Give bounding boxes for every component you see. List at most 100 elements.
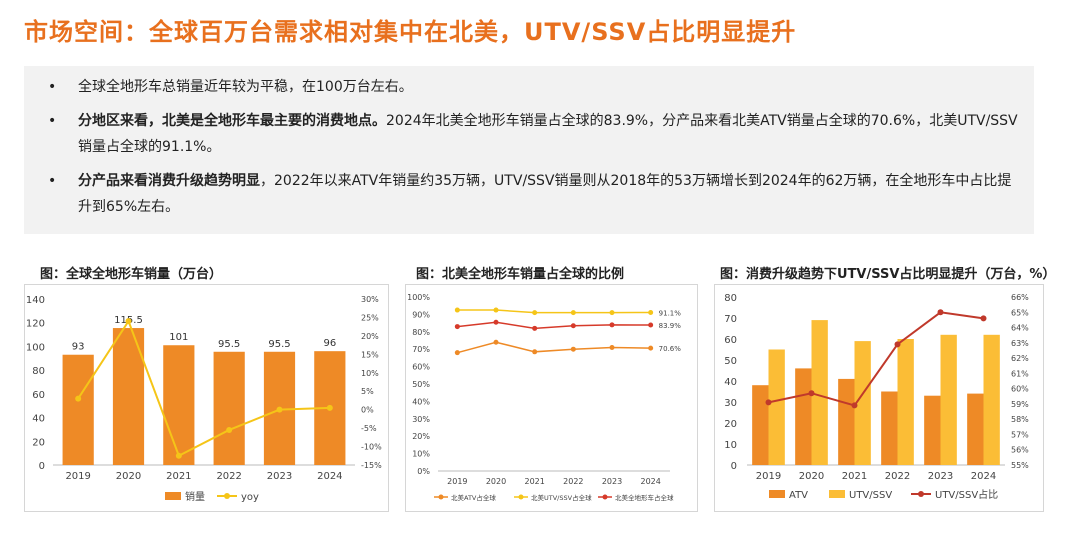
- y2-tick-label: 0%: [361, 406, 374, 415]
- point: [570, 346, 576, 352]
- y-tick-label: 50: [724, 356, 737, 367]
- x-tick-label: 2022: [563, 477, 583, 486]
- x-tick-label: 2023: [928, 471, 953, 482]
- bullet-dot: •: [48, 113, 57, 129]
- legend-swatch-bar: [165, 492, 181, 500]
- chart-3-title: 图：消费升级趋势下UTV/SSV占比明显提升（万台，%）: [720, 267, 1056, 282]
- end-label: 83.9%: [659, 322, 682, 330]
- x-tick-label: 2024: [640, 477, 660, 486]
- y-tick-label: 90%: [412, 310, 430, 319]
- series-line-yoy: [77, 318, 330, 458]
- chart-2-title: 图：北美全地形车销量占全球的比例: [416, 267, 625, 282]
- point: [532, 349, 538, 355]
- bar: [967, 393, 984, 465]
- chart-2-panel: 0% 10% 20% 30% 40% 50% 60% 70% 80% 90% 100% 70.6% 91…: [405, 284, 698, 512]
- x-tick-label: 2019: [756, 471, 781, 482]
- point: [609, 344, 615, 350]
- y2-tick-label: 25%: [361, 313, 379, 322]
- point: [226, 426, 233, 433]
- y2-tick-label: 59%: [1011, 400, 1029, 409]
- bullet-2: • 分地区来看，北美是全地形车最主要的消费地点。2024年北美全地形车销量占全球的…: [38, 108, 1020, 160]
- point: [765, 399, 772, 406]
- x-tick-label: 2020: [116, 471, 141, 482]
- y2-tick-label: 10%: [361, 369, 379, 378]
- legend-marker: [602, 494, 608, 500]
- series-line: [457, 341, 651, 354]
- y-tick-label: 100%: [407, 293, 430, 302]
- legend-label: UTV/SSV: [849, 490, 892, 501]
- page-title: 市场空间：全球百万台需求相对集中在北美，UTV/SSV占比明显提升: [24, 18, 797, 46]
- y2-tick-label: -15%: [361, 461, 382, 470]
- y-tick-label: 0: [39, 461, 45, 472]
- data-label: 96: [323, 338, 336, 349]
- point: [493, 307, 499, 313]
- y2-tick-label: 63%: [1011, 339, 1029, 348]
- series-line: [457, 321, 651, 330]
- x-tick-label: 2022: [216, 471, 241, 482]
- y-tick-label: 40: [32, 414, 45, 425]
- x-tick-label: 2024: [317, 471, 342, 482]
- y-tick-label: 10%: [412, 450, 430, 459]
- chart-3: 0 10 20 30 40 50 60 70 80 55% 56% 57% 58% 59% 60% 61% 62…: [724, 293, 1029, 501]
- bar: [163, 345, 195, 465]
- y2-tick-label: 20%: [361, 332, 379, 341]
- x-tick-label: 2020: [486, 477, 506, 486]
- bullet-dot: •: [48, 79, 57, 95]
- y2-tick-label: 15%: [361, 350, 379, 359]
- x-tick-label: 2023: [602, 477, 622, 486]
- legend-label: 北美ATV占全球: [451, 493, 496, 502]
- x-tick-label: 2021: [524, 477, 544, 486]
- x-tick-label: 2019: [447, 477, 467, 486]
- point: [648, 345, 654, 351]
- y2-tick-label: 58%: [1011, 415, 1029, 424]
- bar: [897, 339, 914, 465]
- legend-marker: [518, 494, 524, 500]
- point: [493, 319, 499, 325]
- legend-label: 北美全地形车占全球: [615, 493, 674, 502]
- y-tick-label: 70: [724, 314, 737, 325]
- data-label: 95.5: [218, 339, 240, 350]
- y-tick-label: 50%: [412, 380, 430, 389]
- y-tick-label: 80: [32, 366, 45, 377]
- y2-tick-label: 65%: [1011, 308, 1029, 317]
- y2-tick-label: 62%: [1011, 354, 1029, 363]
- chart-2: 0% 10% 20% 30% 40% 50% 60% 70% 80% 90% 100% 70.6% 91…: [407, 293, 682, 502]
- point: [851, 402, 858, 409]
- y-tick-label: 40%: [412, 397, 430, 406]
- series-line: [457, 309, 651, 314]
- y2-tick-label: 64%: [1011, 324, 1029, 333]
- y-tick-label: 60: [32, 390, 45, 401]
- y-tick-label: 20%: [412, 432, 430, 441]
- y-tick-label: 30%: [412, 415, 430, 424]
- bar: [768, 349, 785, 465]
- bar: [213, 351, 245, 465]
- y2-tick-label: 56%: [1011, 446, 1029, 455]
- point: [454, 307, 460, 313]
- legend-swatch-bar: [829, 490, 845, 498]
- point: [570, 323, 576, 329]
- legend-label: yoy: [241, 492, 259, 503]
- x-tick-label: 2021: [842, 471, 867, 482]
- bar: [940, 334, 957, 465]
- y-tick-label: 30: [724, 398, 737, 409]
- point: [493, 339, 499, 345]
- point: [276, 406, 283, 413]
- x-tick-label: 2024: [971, 471, 996, 482]
- y-tick-label: 0%: [417, 467, 430, 476]
- point: [570, 310, 576, 316]
- y-tick-label: 10: [724, 440, 737, 451]
- end-label: 70.6%: [659, 345, 682, 353]
- bar: [881, 391, 898, 465]
- y-tick-label: 80%: [412, 328, 430, 337]
- bar: [811, 320, 828, 465]
- chart-1-panel: 0 20 40 60 80 100 120 140 -15% -10% -5% 0% 5% 10% 15% 2…: [24, 284, 389, 512]
- point: [532, 310, 538, 316]
- bullet-1: • 全球全地形车总销量近年较为平稳，在100万台左右。: [38, 74, 1020, 100]
- legend-swatch-bar: [769, 490, 785, 498]
- point: [454, 350, 460, 356]
- bullet-dot: •: [48, 173, 57, 189]
- point: [125, 318, 132, 325]
- summary-box: • 全球全地形车总销量近年较为平稳，在100万台左右。 • 分地区来看，北美是全地形…: [24, 66, 1034, 234]
- data-label: 93: [72, 342, 85, 353]
- y2-tick-label: -5%: [361, 424, 377, 433]
